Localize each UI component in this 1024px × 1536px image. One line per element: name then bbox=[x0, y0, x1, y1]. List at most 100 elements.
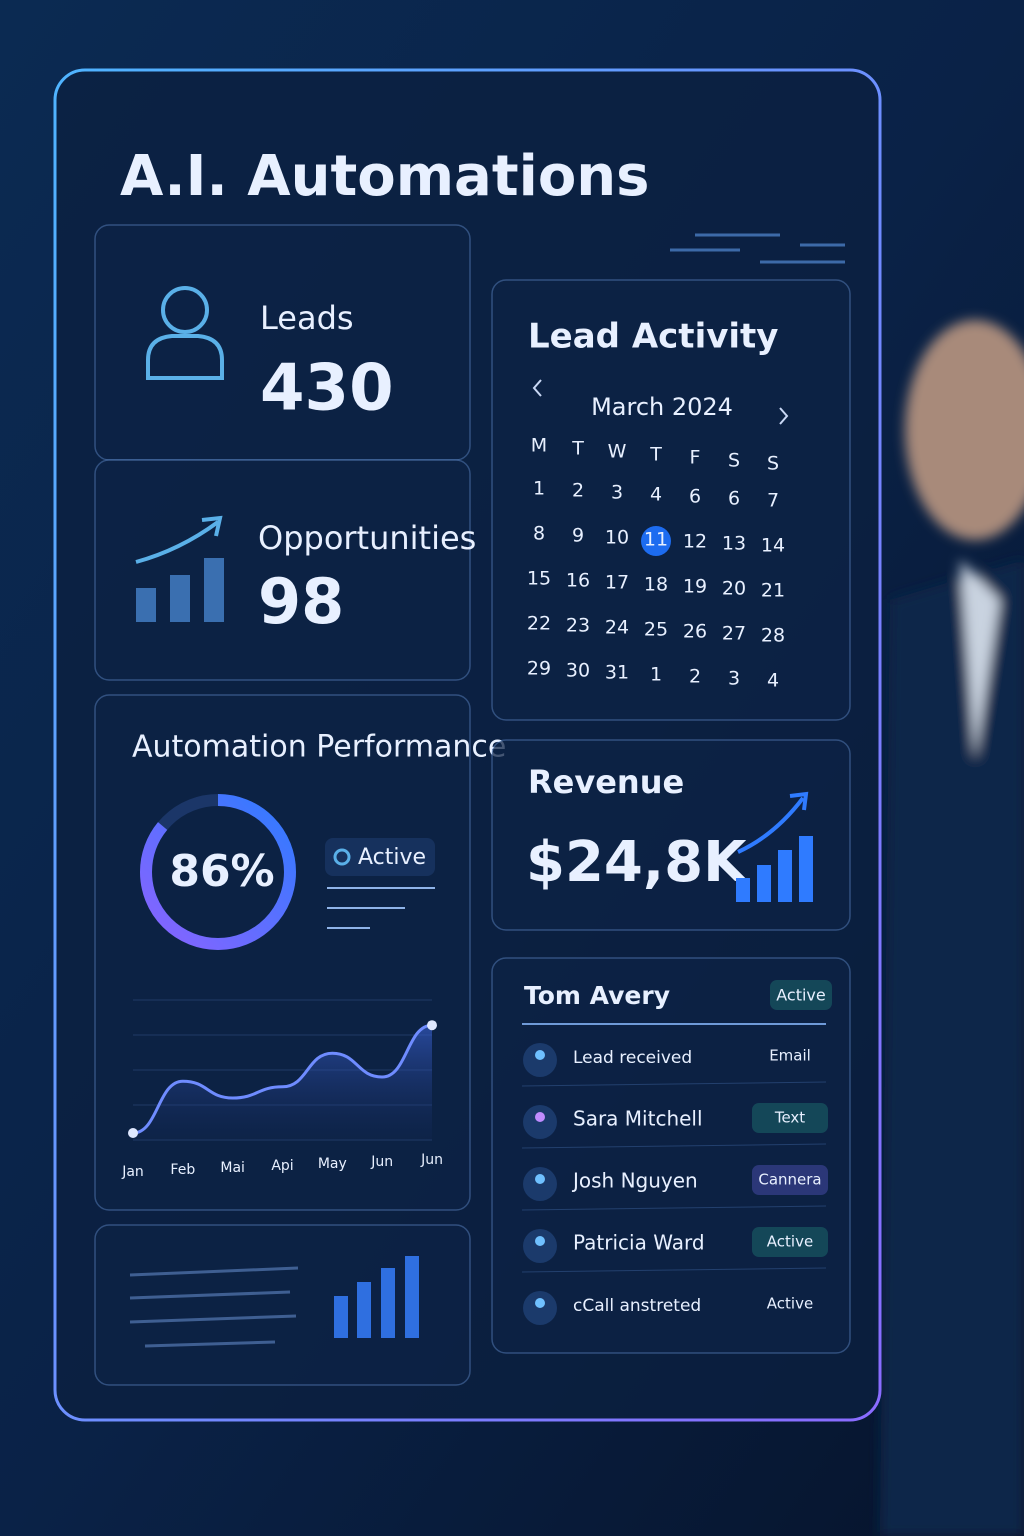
calendar-day[interactable]: 23 bbox=[566, 615, 590, 637]
calendar-day[interactable]: 8 bbox=[533, 523, 545, 545]
calendar-day[interactable]: 29 bbox=[527, 658, 551, 680]
x-tick-label: Jan bbox=[121, 1164, 144, 1180]
line-chart: Jan Feb Mai Api May Jun Jun bbox=[121, 999, 443, 1180]
calendar-day[interactable]: 1 bbox=[650, 664, 662, 686]
calendar-day[interactable]: 9 bbox=[572, 525, 584, 547]
next-month-button[interactable] bbox=[779, 407, 789, 425]
prev-month-button[interactable] bbox=[532, 379, 542, 397]
revenue-title: Revenue bbox=[528, 763, 684, 801]
calendar-day[interactable]: 28 bbox=[761, 625, 785, 647]
calendar-day[interactable]: 24 bbox=[605, 617, 629, 639]
x-tick-label: Api bbox=[271, 1158, 293, 1174]
contact-row-label: Josh Nguyen bbox=[571, 1169, 698, 1193]
line-point bbox=[128, 1128, 138, 1138]
contact-row-label: cCall anstreted bbox=[573, 1296, 701, 1316]
decor-lines bbox=[327, 887, 435, 929]
revenue-icon bbox=[736, 791, 813, 902]
calendar-day[interactable]: 25 bbox=[644, 619, 668, 641]
contact-row-tag: Cannera bbox=[758, 1171, 821, 1189]
weekday-label: F bbox=[690, 447, 701, 469]
line-point bbox=[427, 1020, 437, 1031]
x-tick-label: May bbox=[318, 1156, 347, 1172]
calendar-day[interactable]: 22 bbox=[527, 613, 551, 635]
weekday-label: M bbox=[531, 435, 547, 457]
bar-icon bbox=[334, 1256, 419, 1338]
tag-chip bbox=[752, 1165, 828, 1195]
weekday-label: T bbox=[649, 444, 662, 466]
avatar-icon bbox=[535, 1050, 545, 1060]
selected-day-highlight bbox=[641, 526, 671, 556]
avatar-icon bbox=[535, 1174, 545, 1184]
donut-arc bbox=[140, 794, 296, 950]
donut bbox=[140, 794, 296, 950]
decor-lines bbox=[670, 233, 845, 264]
calendar-day[interactable]: 30 bbox=[566, 660, 590, 682]
calendar-day[interactable]: 1 bbox=[533, 478, 545, 500]
x-tick-label: Jun bbox=[420, 1152, 443, 1168]
x-tick-label: Mai bbox=[220, 1160, 245, 1176]
growth-icon bbox=[135, 515, 224, 622]
calendar-day[interactable]: 31 bbox=[605, 662, 629, 684]
calendar-day[interactable]: 2 bbox=[572, 480, 584, 502]
row-divider bbox=[521, 1267, 827, 1273]
line bbox=[132, 1023, 433, 1135]
calendar-day[interactable]: 17 bbox=[605, 572, 629, 594]
contacts-card bbox=[491, 957, 851, 1354]
lead-activity-title: Lead Activity bbox=[528, 317, 778, 357]
dashboard-title: A.I. Automations bbox=[120, 144, 649, 209]
decor-lines bbox=[129, 1266, 299, 1348]
contact-row-tag: Text bbox=[774, 1109, 805, 1127]
calendar-day[interactable]: 19 bbox=[683, 576, 707, 598]
calendar-day[interactable]: 11 bbox=[644, 529, 668, 551]
avatar-icon bbox=[535, 1236, 545, 1246]
calendar-day[interactable]: 26 bbox=[683, 621, 707, 643]
calendar-day[interactable]: 4 bbox=[650, 484, 662, 506]
background-person bbox=[880, 320, 1024, 1536]
weekday-label: S bbox=[767, 453, 779, 475]
calendar-day[interactable]: 15 bbox=[527, 568, 551, 590]
calendar-day[interactable]: 14 bbox=[761, 535, 785, 557]
contact-row-label: Lead received bbox=[573, 1048, 692, 1068]
calendar-day[interactable]: 3 bbox=[728, 668, 740, 690]
performance-percent: 86% bbox=[169, 846, 274, 897]
calendar-month: March 2024 bbox=[591, 393, 733, 421]
status-chip bbox=[325, 838, 435, 876]
avatar-icon bbox=[535, 1112, 545, 1122]
contact-list: Lead received Email Sara Mitchell Text Josh … bbox=[521, 1043, 828, 1325]
lead-activity-card bbox=[491, 279, 851, 721]
status-icon bbox=[333, 848, 351, 866]
person-icon bbox=[146, 286, 224, 380]
calendar-day[interactable]: 7 bbox=[767, 490, 779, 512]
opportunities-label: Opportunities bbox=[258, 519, 476, 557]
weekday-label: S bbox=[728, 450, 740, 472]
calendar-day[interactable]: 12 bbox=[683, 531, 707, 553]
line-area bbox=[133, 1025, 432, 1140]
calendar-day[interactable]: 10 bbox=[605, 527, 629, 549]
row-divider bbox=[521, 1205, 827, 1211]
contact-status: Active bbox=[776, 986, 826, 1005]
opportunities-card bbox=[94, 459, 471, 681]
calendar-day[interactable]: 20 bbox=[722, 578, 746, 600]
contact-row-tag: Active bbox=[767, 1233, 813, 1251]
weekday-label: T bbox=[571, 438, 584, 460]
calendar-day[interactable]: 3 bbox=[611, 482, 623, 504]
tag-chip bbox=[752, 1227, 828, 1257]
contact-name: Tom Avery bbox=[524, 981, 670, 1010]
calendar-day[interactable]: 21 bbox=[761, 580, 785, 602]
contact-row-tag: Active bbox=[767, 1295, 813, 1313]
leads-label: Leads bbox=[260, 299, 354, 337]
row-divider bbox=[521, 1081, 827, 1087]
performance-status: Active bbox=[358, 845, 426, 870]
calendar-day[interactable]: 27 bbox=[722, 623, 746, 645]
calendar-day[interactable]: 2 bbox=[689, 666, 701, 688]
calendar-day[interactable]: 6 bbox=[689, 486, 701, 508]
calendar-day[interactable]: 18 bbox=[644, 574, 668, 596]
calendar-day[interactable]: 16 bbox=[566, 570, 590, 592]
contact-row-label: Sara Mitchell bbox=[573, 1107, 703, 1131]
calendar-day[interactable]: 4 bbox=[767, 670, 779, 692]
x-tick-label: Jun bbox=[370, 1154, 393, 1170]
calendar-day[interactable]: 13 bbox=[722, 533, 746, 555]
calendar-day[interactable]: 6 bbox=[728, 488, 740, 510]
